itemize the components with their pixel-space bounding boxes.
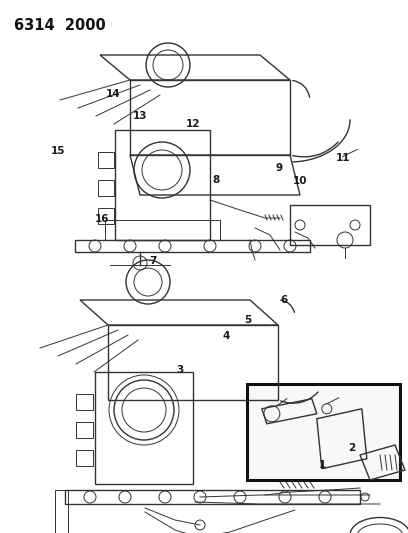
Text: 11: 11 bbox=[335, 153, 350, 163]
Text: 5: 5 bbox=[244, 316, 251, 325]
Text: 14: 14 bbox=[106, 90, 121, 99]
Text: 1: 1 bbox=[319, 460, 326, 470]
Bar bbox=[98, 152, 114, 168]
Text: 4: 4 bbox=[222, 331, 230, 341]
Bar bbox=[247, 384, 400, 480]
Text: 15: 15 bbox=[51, 146, 66, 156]
Bar bbox=[290, 205, 370, 245]
Bar bbox=[76, 394, 93, 410]
Bar bbox=[95, 372, 193, 484]
Text: 8: 8 bbox=[213, 175, 220, 185]
Bar bbox=[76, 422, 93, 438]
Text: 3: 3 bbox=[177, 365, 184, 375]
Bar bbox=[98, 208, 114, 224]
Bar bbox=[98, 180, 114, 196]
Text: 12: 12 bbox=[185, 119, 200, 128]
Text: 16: 16 bbox=[95, 214, 109, 223]
Text: 9: 9 bbox=[276, 163, 283, 173]
Text: 6314  2000: 6314 2000 bbox=[14, 18, 106, 33]
Bar bbox=[105, 220, 220, 240]
Bar bbox=[76, 450, 93, 466]
Text: 2: 2 bbox=[348, 443, 355, 453]
Text: 6: 6 bbox=[281, 295, 288, 305]
Text: 13: 13 bbox=[133, 111, 148, 121]
Text: 7: 7 bbox=[149, 256, 157, 265]
Text: 10: 10 bbox=[293, 176, 308, 186]
Bar bbox=[115, 130, 210, 240]
